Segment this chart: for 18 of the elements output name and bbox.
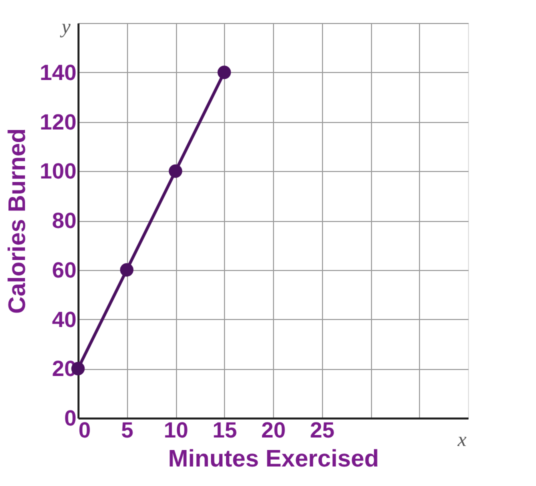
y-tick-label: 120 (40, 109, 76, 134)
point (218, 66, 231, 80)
y-tick-label: 60 (52, 257, 76, 282)
x-tick-label: 15 (212, 418, 237, 442)
x-tick-label: 5 (121, 418, 134, 442)
point (168, 164, 182, 178)
text: x (456, 429, 467, 451)
x-tick-label: 20 (261, 418, 286, 442)
y-tick-label: 100 (40, 158, 76, 184)
y-axis-title: Calories Burned (4, 128, 31, 314)
y-tick-label: 40 (52, 306, 76, 332)
point (120, 263, 134, 277)
x-tick-label: 25 (310, 418, 334, 442)
text: y (60, 16, 71, 38)
x-axis-title: Minutes Exercised (168, 446, 379, 472)
y-tick-label: 80 (52, 208, 76, 233)
y-tick-label: 140 (40, 60, 76, 85)
x-tick-label: 10 (164, 418, 188, 442)
